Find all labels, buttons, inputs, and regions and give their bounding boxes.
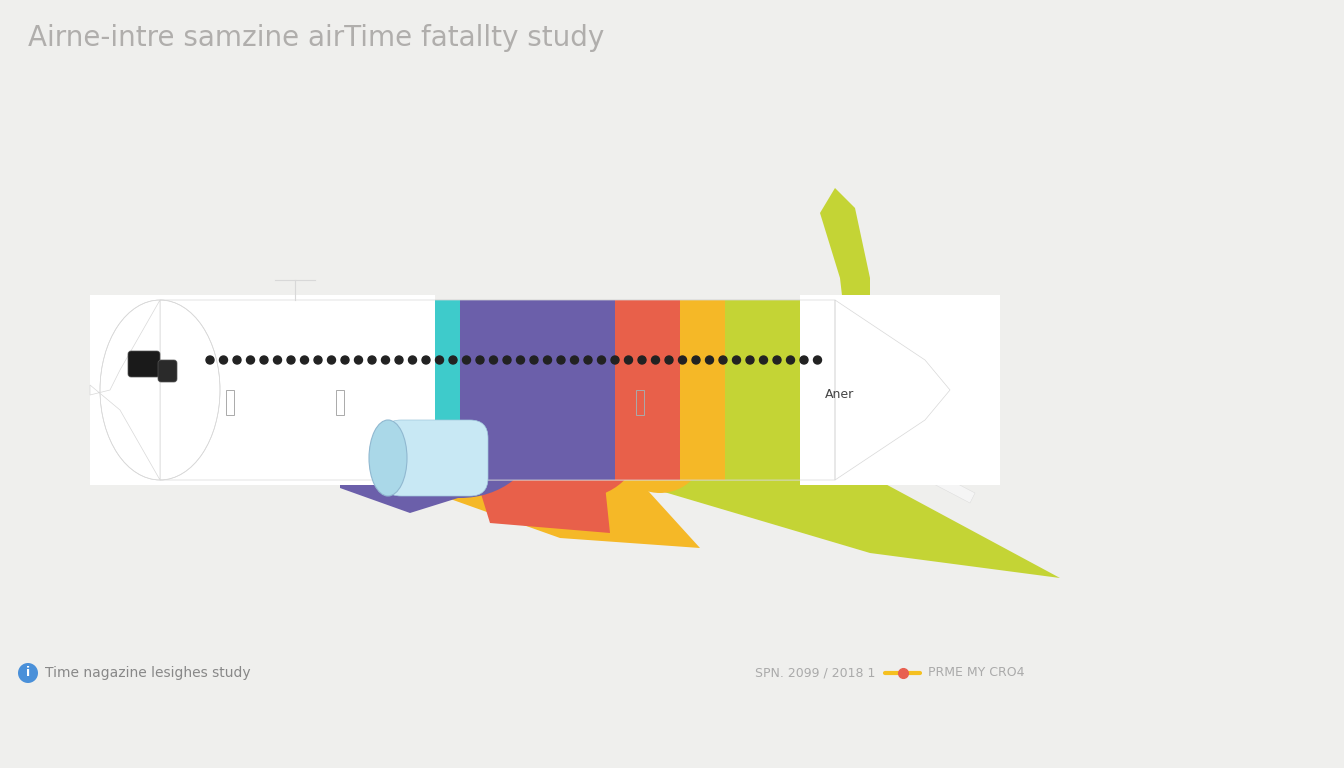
Circle shape	[395, 356, 403, 364]
Bar	[336, 390, 344, 415]
Text: Time nagazine lesighes study: Time nagazine lesighes study	[44, 666, 250, 680]
Circle shape	[246, 356, 254, 364]
Circle shape	[273, 356, 281, 364]
Bar	[800, 295, 1000, 485]
Circle shape	[530, 356, 538, 364]
Ellipse shape	[520, 388, 640, 498]
Ellipse shape	[370, 420, 407, 496]
Circle shape	[355, 356, 363, 364]
Bar	[460, 300, 616, 480]
Bar	[616, 300, 680, 480]
Circle shape	[328, 356, 336, 364]
Circle shape	[314, 356, 323, 364]
Circle shape	[719, 356, 727, 364]
Circle shape	[543, 356, 551, 364]
Circle shape	[773, 356, 781, 364]
Circle shape	[206, 356, 214, 364]
Ellipse shape	[616, 403, 706, 493]
Polygon shape	[335, 433, 1060, 578]
Circle shape	[598, 356, 606, 364]
Circle shape	[368, 356, 376, 364]
Circle shape	[409, 356, 417, 364]
Bar	[226, 390, 234, 415]
Circle shape	[638, 356, 646, 364]
Circle shape	[585, 356, 591, 364]
Polygon shape	[340, 435, 491, 513]
Polygon shape	[430, 420, 448, 475]
Circle shape	[476, 356, 484, 364]
Polygon shape	[835, 300, 950, 480]
Ellipse shape	[99, 300, 220, 480]
Text: SPN. 2099 / 2018 1: SPN. 2099 / 2018 1	[754, 667, 875, 680]
Circle shape	[503, 356, 511, 364]
Ellipse shape	[384, 378, 535, 498]
Polygon shape	[470, 435, 610, 533]
Circle shape	[612, 356, 620, 364]
Circle shape	[570, 356, 578, 364]
Circle shape	[652, 356, 660, 364]
Circle shape	[665, 356, 673, 364]
Bar	[90, 295, 435, 485]
Circle shape	[556, 356, 564, 364]
Circle shape	[625, 356, 633, 364]
Circle shape	[435, 356, 444, 364]
Polygon shape	[839, 428, 960, 483]
Text: Airne-intre samzine airTime fatallty study: Airne-intre samzine airTime fatallty stu…	[28, 24, 605, 52]
Bar	[680, 300, 724, 480]
FancyBboxPatch shape	[128, 351, 160, 377]
FancyBboxPatch shape	[383, 420, 488, 496]
Circle shape	[746, 356, 754, 364]
Circle shape	[813, 356, 821, 364]
Text: PRME MY CRO4: PRME MY CRO4	[927, 667, 1024, 680]
Ellipse shape	[775, 300, 895, 480]
Bar	[724, 300, 800, 480]
Circle shape	[732, 356, 741, 364]
Circle shape	[692, 356, 700, 364]
Circle shape	[516, 356, 524, 364]
FancyBboxPatch shape	[160, 300, 835, 480]
Ellipse shape	[99, 300, 220, 480]
Circle shape	[800, 356, 808, 364]
Circle shape	[382, 356, 390, 364]
Polygon shape	[90, 300, 160, 480]
Circle shape	[259, 356, 267, 364]
Circle shape	[422, 356, 430, 364]
Text: Aner: Aner	[825, 389, 855, 402]
Circle shape	[679, 356, 687, 364]
Circle shape	[449, 356, 457, 364]
Circle shape	[489, 356, 497, 364]
Circle shape	[288, 356, 294, 364]
Circle shape	[219, 356, 227, 364]
Circle shape	[233, 356, 241, 364]
Bar	[331, 300, 460, 480]
Circle shape	[759, 356, 767, 364]
Circle shape	[301, 356, 309, 364]
Circle shape	[786, 356, 794, 364]
FancyBboxPatch shape	[159, 360, 177, 382]
Circle shape	[706, 356, 714, 364]
Bar	[636, 390, 644, 415]
Circle shape	[341, 356, 349, 364]
Polygon shape	[820, 188, 870, 348]
Polygon shape	[335, 433, 700, 548]
Polygon shape	[840, 438, 974, 503]
Circle shape	[17, 663, 38, 683]
Circle shape	[462, 356, 470, 364]
Text: i: i	[26, 667, 30, 680]
